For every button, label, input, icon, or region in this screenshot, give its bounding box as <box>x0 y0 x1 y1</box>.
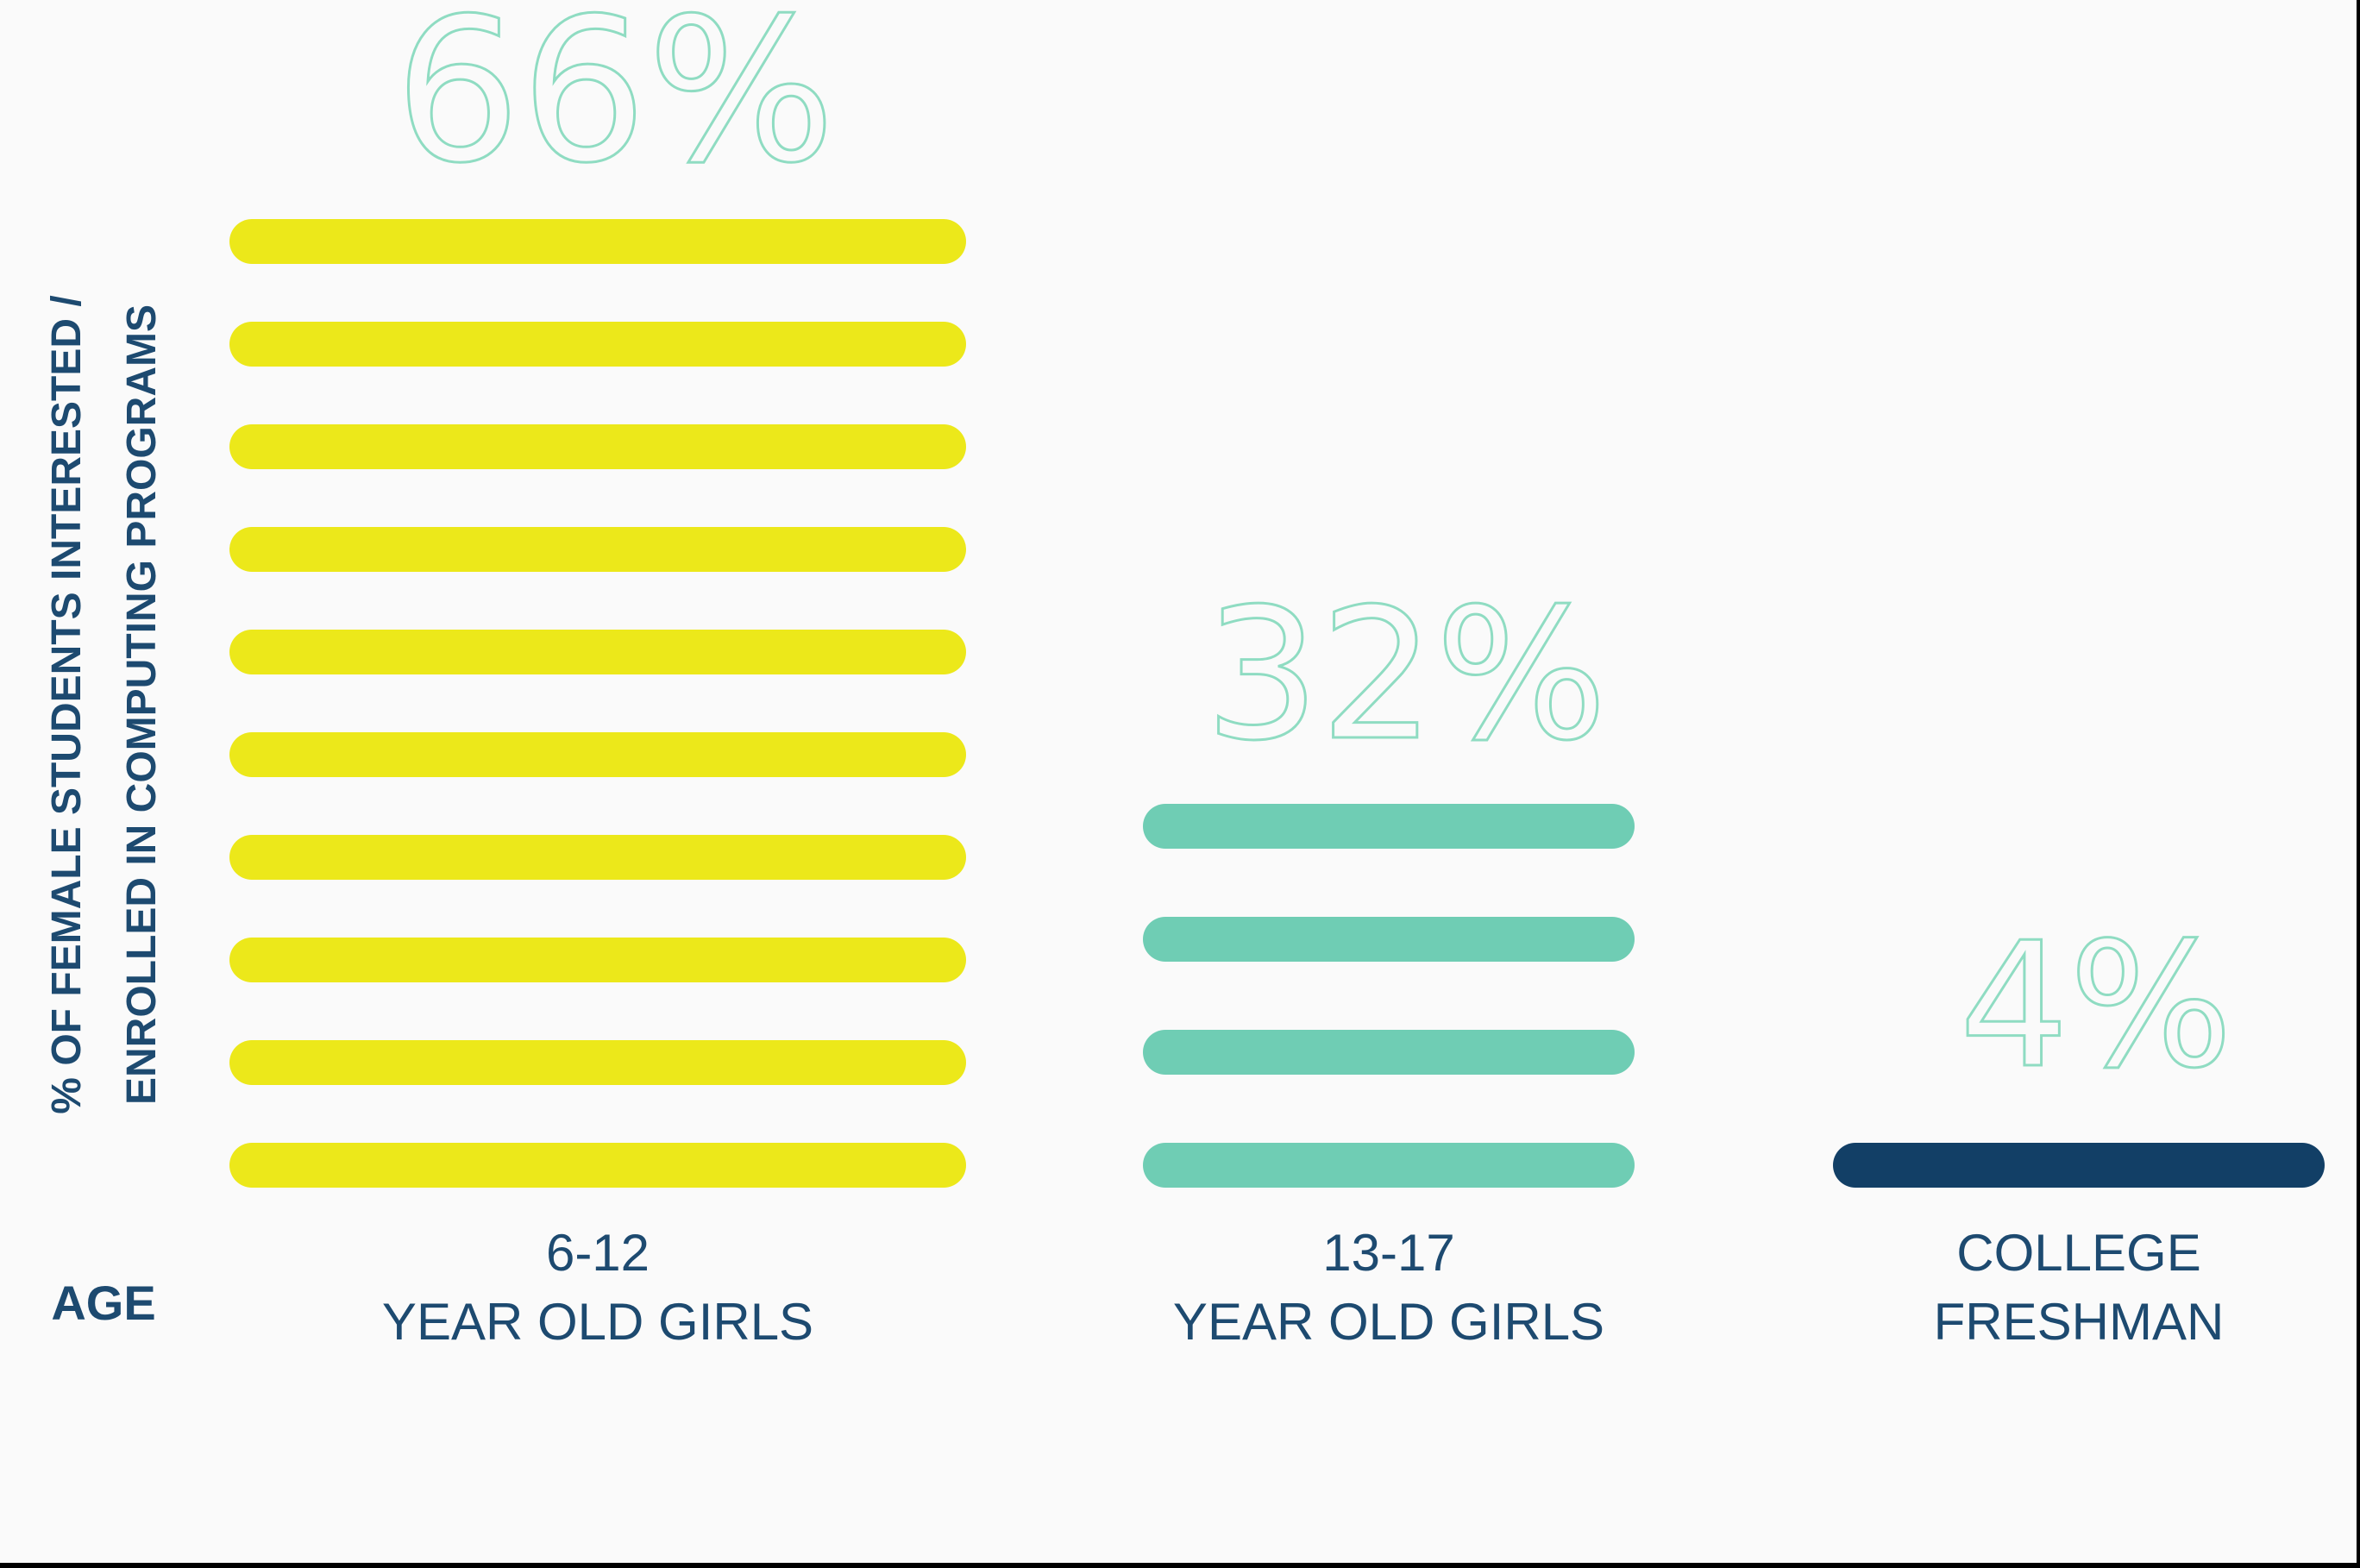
category-label-3-line2: FRESHMAN <box>1934 1293 2225 1351</box>
bar-3-stripe <box>1833 1143 2325 1188</box>
y-axis-label-line2: ENROLLED IN COMPUTING PROGRAMS <box>119 304 165 1105</box>
category-labels-group: 6-12 YEAR OLD GIRLS 13-17 YEAR OLD GIRLS COL… <box>382 1224 2224 1351</box>
category-label-1-line1: 6-12 <box>546 1224 650 1282</box>
bar-2-stripe <box>1143 1143 1635 1188</box>
bar-2 <box>1143 804 1635 1188</box>
bar-1-stripe <box>229 527 966 572</box>
value-labels-group: 66% 32% 4% <box>393 0 2234 1108</box>
category-label-3-line1: COLLEGE <box>1956 1224 2200 1282</box>
bar-1-stripe <box>229 938 966 982</box>
bars-group <box>229 219 2325 1188</box>
value-label-3: 4% <box>1959 906 2232 1107</box>
category-label-2-line2: YEAR OLD GIRLS <box>1173 1293 1604 1351</box>
y-axis-label-line1: % OF FEMALE STUDENTS INTERESTED / <box>44 295 90 1113</box>
bar-1-stripe <box>229 1143 966 1188</box>
bar-1-stripe <box>229 219 966 264</box>
bar-1-stripe <box>229 322 966 367</box>
bar-2-stripe <box>1143 1030 1635 1075</box>
bar-1 <box>229 219 966 1188</box>
bar-2-stripe <box>1143 917 1635 962</box>
value-label-1: 66% <box>394 0 835 207</box>
y-axis-label: % OF FEMALE STUDENTS INTERESTED / ENROLL… <box>44 295 165 1113</box>
bar-1-stripe <box>229 732 966 777</box>
category-label-2-line1: 13-17 <box>1322 1224 1454 1282</box>
bar-1-stripe <box>229 835 966 880</box>
bar-2-stripe <box>1143 804 1635 849</box>
x-axis-label: AGE <box>51 1276 155 1330</box>
bar-1-stripe <box>229 1040 966 1085</box>
value-label-2: 32% <box>1205 569 1608 781</box>
bar-3 <box>1833 1143 2325 1188</box>
category-label-1-line2: YEAR OLD GIRLS <box>382 1293 813 1351</box>
bar-1-stripe <box>229 630 966 674</box>
bar-1-stripe <box>229 424 966 469</box>
